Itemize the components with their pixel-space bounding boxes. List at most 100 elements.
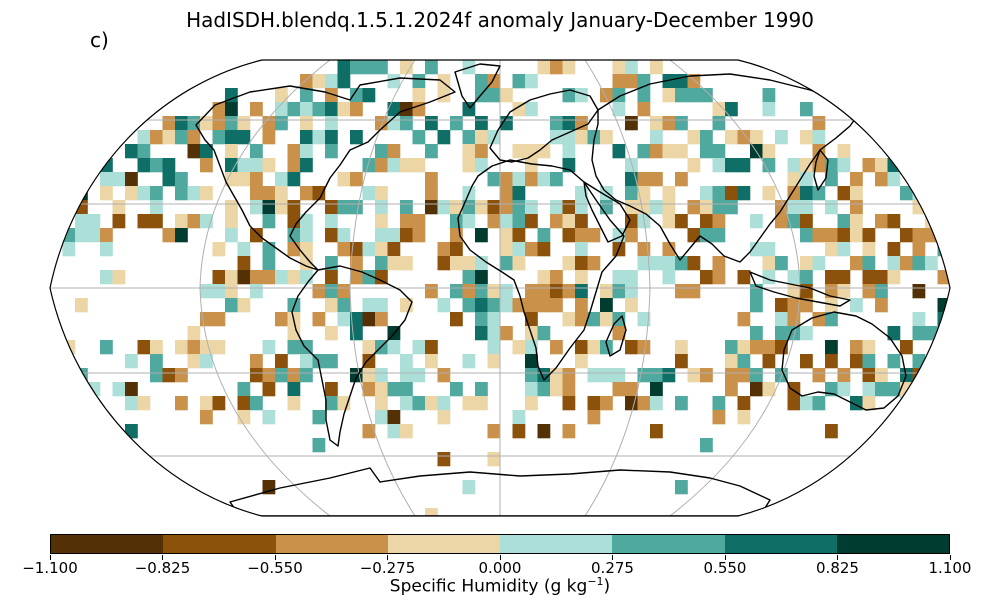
anomaly-cell (500, 284, 513, 299)
anomaly-cell (225, 88, 238, 103)
anomaly-cell (825, 354, 838, 369)
anomaly-cell (550, 284, 563, 299)
anomaly-cell (512, 74, 526, 89)
anomaly-cell (625, 186, 638, 201)
anomaly-cell (362, 242, 376, 257)
anomaly-cell (462, 158, 476, 173)
anomaly-cell (175, 340, 188, 355)
anomaly-cell (725, 200, 738, 215)
anomaly-cell (462, 480, 476, 495)
anomaly-cell (725, 130, 738, 145)
anomaly-cell (750, 368, 763, 383)
anomaly-cell (562, 144, 576, 159)
anomaly-cell (525, 298, 538, 313)
anomaly-cell (750, 298, 763, 313)
anomaly-cell (312, 410, 326, 425)
anomaly-cell (337, 228, 351, 243)
anomaly-cell (425, 340, 438, 355)
anomaly-cell (400, 116, 413, 131)
anomaly-cell (425, 508, 438, 516)
anomaly-cell (400, 214, 413, 229)
anomaly-cell (250, 172, 263, 187)
anomaly-cell (637, 312, 651, 327)
anomaly-cell (862, 396, 876, 411)
anomaly-cell (287, 368, 301, 383)
anomaly-cell (162, 368, 176, 383)
anomaly-cell (400, 354, 413, 369)
anomaly-cell (525, 74, 538, 89)
anomaly-cell (275, 116, 288, 131)
anomaly-cell (250, 354, 263, 369)
anomaly-cell (625, 60, 638, 75)
anomaly-cell (325, 144, 338, 159)
coast-madagascar (605, 315, 627, 357)
anomaly-cell (900, 228, 913, 243)
anomaly-cell (612, 60, 626, 75)
anomaly-cell (812, 130, 826, 145)
anomaly-cell (800, 186, 813, 201)
anomaly-cell (487, 326, 501, 341)
anomaly-cell (525, 382, 538, 397)
anomaly-cell (487, 354, 501, 369)
anomaly-cell (775, 326, 788, 341)
anomaly-cell (637, 340, 651, 355)
anomaly-cell (562, 88, 576, 103)
anomaly-cell (262, 340, 276, 355)
anomaly-cell (150, 186, 163, 201)
anomaly-cell (150, 200, 163, 215)
anomaly-cell (437, 368, 451, 383)
anomaly-cell (787, 270, 801, 285)
anomaly-cell (700, 214, 713, 229)
anomaly-cell (650, 396, 663, 411)
anomaly-cell (387, 242, 401, 257)
anomaly-cell (562, 256, 576, 271)
anomaly-cell (287, 102, 301, 117)
anomaly-cell (325, 74, 338, 89)
colorbar-tick (49, 555, 51, 560)
anomaly-cell (162, 172, 176, 187)
colorbar-segment-2 (275, 535, 388, 553)
anomaly-cell (287, 200, 301, 215)
anomaly-cell (550, 340, 563, 355)
anomaly-cell (425, 354, 438, 369)
anomaly-cell (712, 396, 726, 411)
anomaly-cell (137, 158, 151, 173)
anomaly-cell (512, 144, 526, 159)
anomaly-cell (700, 438, 713, 453)
anomaly-cell (587, 312, 601, 327)
coast-north-america (195, 77, 456, 271)
anomaly-cell (600, 284, 613, 299)
anomaly-cell (300, 354, 313, 369)
anomaly-cell (250, 186, 263, 201)
anomaly-cell (712, 214, 726, 229)
anomaly-cell (700, 200, 713, 215)
anomaly-cell (187, 186, 201, 201)
anomaly-cell (625, 74, 638, 89)
anomaly-cell (200, 354, 213, 369)
anomaly-cell (200, 186, 213, 201)
anomaly-cell (337, 74, 351, 89)
anomaly-cell (737, 410, 751, 425)
anomaly-cell (825, 298, 838, 313)
anomaly-cell (850, 172, 863, 187)
colorbar-tick (499, 555, 501, 560)
anomaly-cell (475, 270, 488, 285)
anomaly-cell (800, 354, 813, 369)
anomaly-cell (187, 326, 201, 341)
anomaly-cell (800, 270, 813, 285)
anomaly-cell (500, 298, 513, 313)
anomaly-cell (125, 382, 138, 397)
anomaly-cell (762, 354, 776, 369)
anomaly-cell (600, 340, 613, 355)
anomaly-cell (525, 200, 538, 215)
anomaly-cell (275, 186, 288, 201)
anomaly-cell (362, 368, 376, 383)
coastlines (195, 63, 931, 516)
anomaly-cell (437, 396, 451, 411)
anomaly-cell (562, 200, 576, 215)
anomaly-cell (837, 186, 851, 201)
anomaly-cell (537, 172, 551, 187)
anomaly-cell (237, 242, 251, 257)
anomaly-cell (287, 340, 301, 355)
anomaly-cell (450, 256, 463, 271)
